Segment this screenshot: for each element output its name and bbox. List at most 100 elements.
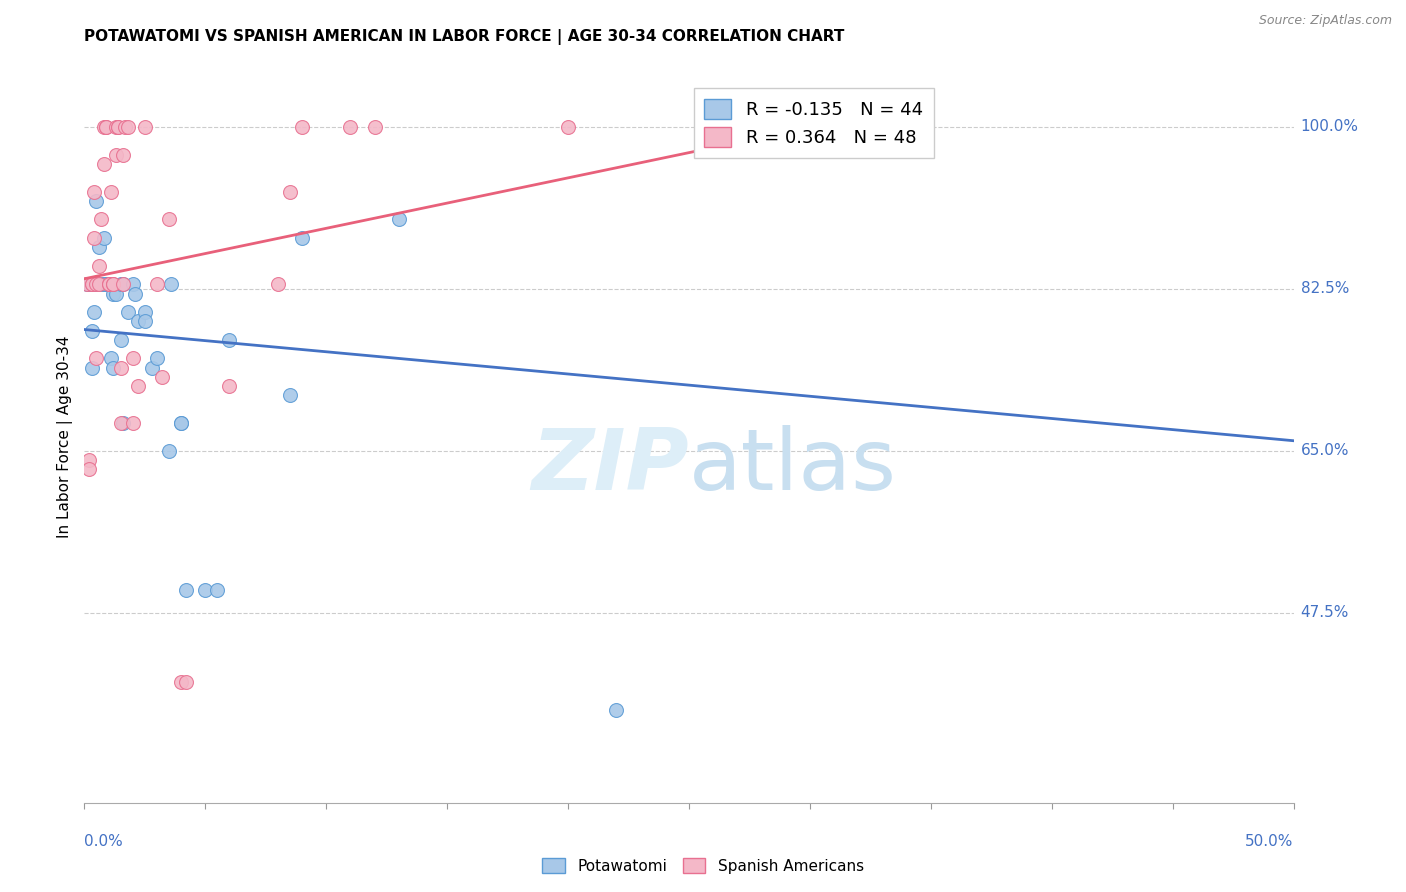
Point <box>207 582 229 597</box>
Point <box>103 277 125 292</box>
Point <box>146 277 169 292</box>
Point <box>104 286 127 301</box>
Legend: Potawatomi, Spanish Americans: Potawatomi, Spanish Americans <box>536 852 870 880</box>
Point <box>100 185 122 199</box>
Point <box>77 277 100 292</box>
Point <box>846 120 869 134</box>
Point <box>107 120 129 134</box>
Point <box>557 120 579 134</box>
Point <box>134 120 156 134</box>
Point <box>141 360 163 375</box>
Point <box>103 277 125 292</box>
Point <box>174 675 197 690</box>
Point <box>110 333 132 347</box>
Point <box>388 212 411 227</box>
Point <box>170 675 193 690</box>
Point <box>76 277 98 292</box>
Point <box>150 370 173 384</box>
Point <box>93 277 115 292</box>
Point <box>339 120 361 134</box>
Point <box>93 157 115 171</box>
Point <box>80 277 103 292</box>
Point <box>86 277 108 292</box>
Point <box>110 277 132 292</box>
Point <box>93 231 115 245</box>
Point <box>124 286 146 301</box>
Point <box>104 120 127 134</box>
Point <box>83 305 105 319</box>
Text: 0.0%: 0.0% <box>84 834 124 849</box>
Point <box>127 314 149 328</box>
Point <box>112 277 135 292</box>
Point <box>110 416 132 430</box>
Point <box>80 277 103 292</box>
Point <box>117 120 139 134</box>
Point <box>117 305 139 319</box>
Point <box>114 120 136 134</box>
Point <box>110 360 132 375</box>
Y-axis label: In Labor Force | Age 30-34: In Labor Force | Age 30-34 <box>58 335 73 539</box>
Point <box>87 259 110 273</box>
Point <box>160 277 183 292</box>
Point <box>76 277 98 292</box>
Point <box>87 240 110 254</box>
Point <box>121 277 143 292</box>
Point <box>112 147 135 161</box>
Point <box>93 120 115 134</box>
Point <box>83 277 105 292</box>
Point <box>103 360 125 375</box>
Point <box>267 277 290 292</box>
Text: atlas: atlas <box>689 425 897 508</box>
Point <box>157 212 180 227</box>
Point <box>83 231 105 245</box>
Point <box>605 703 627 717</box>
Point <box>146 351 169 366</box>
Point <box>90 277 112 292</box>
Point <box>97 277 120 292</box>
Point <box>218 379 240 393</box>
Point <box>94 120 117 134</box>
Point <box>121 416 143 430</box>
Text: 47.5%: 47.5% <box>1301 606 1348 621</box>
Point <box>174 582 197 597</box>
Point <box>194 582 217 597</box>
Point <box>170 416 193 430</box>
Point <box>363 120 385 134</box>
Legend: R = -0.135   N = 44, R = 0.364   N = 48: R = -0.135 N = 44, R = 0.364 N = 48 <box>693 87 934 158</box>
Point <box>97 277 120 292</box>
Point <box>291 231 314 245</box>
Point <box>94 277 117 292</box>
Point <box>97 277 120 292</box>
Point <box>127 379 149 393</box>
Point <box>157 444 180 458</box>
Point <box>104 147 127 161</box>
Point <box>83 185 105 199</box>
Point <box>103 286 125 301</box>
Point <box>134 314 156 328</box>
Point <box>90 212 112 227</box>
Text: POTAWATOMI VS SPANISH AMERICAN IN LABOR FORCE | AGE 30-34 CORRELATION CHART: POTAWATOMI VS SPANISH AMERICAN IN LABOR … <box>84 29 845 45</box>
Point <box>97 277 120 292</box>
Text: 50.0%: 50.0% <box>1246 834 1294 849</box>
Point <box>170 416 193 430</box>
Point <box>121 351 143 366</box>
Point <box>77 462 100 476</box>
Point <box>278 185 301 199</box>
Point <box>218 333 240 347</box>
Text: 82.5%: 82.5% <box>1301 282 1348 296</box>
Point <box>80 324 103 338</box>
Text: ZIP: ZIP <box>531 425 689 508</box>
Point <box>112 416 135 430</box>
Point <box>86 277 108 292</box>
Text: Source: ZipAtlas.com: Source: ZipAtlas.com <box>1258 13 1392 27</box>
Point <box>112 277 135 292</box>
Point <box>87 277 110 292</box>
Point <box>107 120 129 134</box>
Text: 100.0%: 100.0% <box>1301 120 1358 135</box>
Text: 65.0%: 65.0% <box>1301 443 1348 458</box>
Point <box>94 120 117 134</box>
Point <box>896 120 918 134</box>
Point <box>100 351 122 366</box>
Point <box>80 360 103 375</box>
Point <box>134 305 156 319</box>
